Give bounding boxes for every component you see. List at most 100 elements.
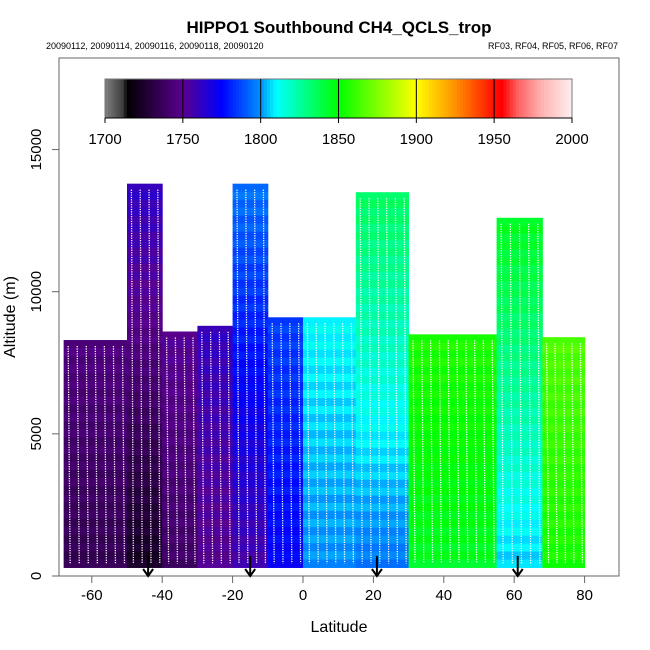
heatmap-cell: [267, 349, 304, 359]
colorbar-swatch: [148, 79, 153, 118]
heatmap-cell: [127, 439, 163, 449]
heatmap-cell: [355, 455, 410, 465]
colorbar-swatch: [285, 79, 290, 118]
heatmap-cell: [127, 215, 163, 225]
colorbar-swatch: [531, 79, 536, 118]
y-tick-label: 10000: [28, 271, 45, 313]
colorbar-swatch: [248, 79, 252, 118]
heatmap-cell: [408, 390, 498, 400]
heatmap-cell: [197, 454, 234, 464]
heatmap-cell: [496, 487, 543, 497]
profile-track: [94, 346, 98, 564]
heatmap-cell: [496, 551, 543, 561]
colorbar-swatch: [341, 79, 346, 118]
colorbar-swatch: [438, 79, 442, 118]
heatmap-cell: [232, 391, 269, 401]
profile-track: [473, 340, 478, 564]
heatmap-cell: [355, 519, 410, 529]
heatmap-cell: [267, 454, 304, 464]
heatmap-cell: [303, 325, 357, 334]
heatmap-cell: [267, 365, 304, 375]
heatmap-cell: [267, 543, 304, 552]
heatmap-cell: [232, 295, 269, 305]
colorbar-swatch: [425, 79, 430, 118]
heatmap-cell: [496, 376, 543, 386]
heatmap-cell: [408, 350, 498, 359]
heatmap-cell: [127, 519, 163, 528]
heatmap-cell: [162, 461, 198, 471]
heatmap-cell: [355, 543, 410, 553]
heatmap-cell: [355, 295, 410, 305]
heatmap-cell: [303, 446, 357, 455]
colorbar-swatch: [562, 79, 567, 118]
profile-track: [403, 198, 407, 564]
heatmap-cell: [232, 495, 269, 505]
colorbar-tick-label: 2000: [555, 131, 588, 148]
heatmap-cell: [542, 376, 586, 386]
heatmap-cell: [542, 535, 586, 545]
heatmap-cell: [303, 397, 357, 407]
colorbar-swatch: [260, 79, 265, 118]
heatmap-cell: [303, 519, 357, 528]
heatmap-cell: [162, 347, 198, 357]
heatmap-cell: [232, 407, 269, 417]
heatmap-cell: [408, 551, 498, 560]
colorbar-swatch: [105, 79, 109, 118]
colorbar-swatch: [431, 79, 436, 118]
heatmap-cell: [232, 383, 269, 393]
colorbar-swatch: [497, 79, 501, 118]
flight-marker-arrowhead: [142, 568, 154, 578]
heatmap-cell: [496, 217, 543, 227]
profile-track: [571, 343, 575, 564]
heatmap-cell: [63, 494, 128, 503]
profile-track: [562, 343, 567, 564]
heatmap-cell: [232, 223, 269, 233]
heatmap-cell: [127, 415, 163, 425]
heatmap-cell: [355, 240, 410, 249]
heatmap-cell: [232, 239, 269, 249]
heatmap-cell: [197, 446, 234, 456]
heatmap-cell: [162, 543, 198, 552]
heatmap-cell: [303, 454, 357, 464]
heatmap-cell: [496, 360, 543, 370]
heatmap-cell: [162, 526, 198, 536]
heatmap-cell: [355, 248, 410, 257]
heatmap-cell: [127, 287, 163, 297]
colorbar-swatch: [288, 79, 293, 118]
colorbar-swatch: [459, 79, 464, 118]
heatmap-cell: [197, 543, 234, 552]
heatmap-cell: [496, 456, 543, 465]
heatmap-cell: [408, 414, 498, 424]
heatmap-cell: [542, 559, 586, 568]
colorbar-swatch: [406, 79, 411, 118]
colorbar-swatch: [223, 79, 227, 118]
plot-area: [63, 183, 586, 568]
heatmap-cell: [303, 470, 357, 480]
colorbar-swatch: [450, 79, 455, 118]
colorbar-swatch: [210, 79, 215, 118]
heatmap-cell: [355, 415, 410, 425]
profile-track: [456, 340, 460, 564]
colorbar-swatch: [189, 79, 193, 118]
colorbar-swatch: [537, 79, 542, 118]
colorbar-swatch: [173, 79, 178, 118]
heatmap-cell: [267, 551, 304, 560]
heatmap-cell: [63, 340, 128, 349]
heatmap-cell: [355, 319, 410, 329]
heatmap-cell: [267, 535, 304, 544]
heatmap-cell: [542, 551, 586, 561]
colorbar-swatch: [503, 79, 508, 118]
heatmap-cell: [542, 456, 586, 465]
x-tick-label: 60: [506, 587, 523, 604]
heatmap-cell: [232, 551, 269, 560]
heatmap-cell: [355, 367, 410, 377]
heatmap-cell: [197, 406, 234, 415]
heatmap-cell: [355, 479, 410, 489]
profile-track: [554, 343, 558, 564]
heatmap-cell: [496, 305, 543, 314]
x-axis-label: Latitude: [311, 619, 368, 636]
heatmap-cell: [355, 327, 410, 337]
heatmap-cell: [542, 400, 586, 410]
heatmap-cell: [162, 396, 198, 406]
heatmap-cell: [542, 432, 586, 441]
